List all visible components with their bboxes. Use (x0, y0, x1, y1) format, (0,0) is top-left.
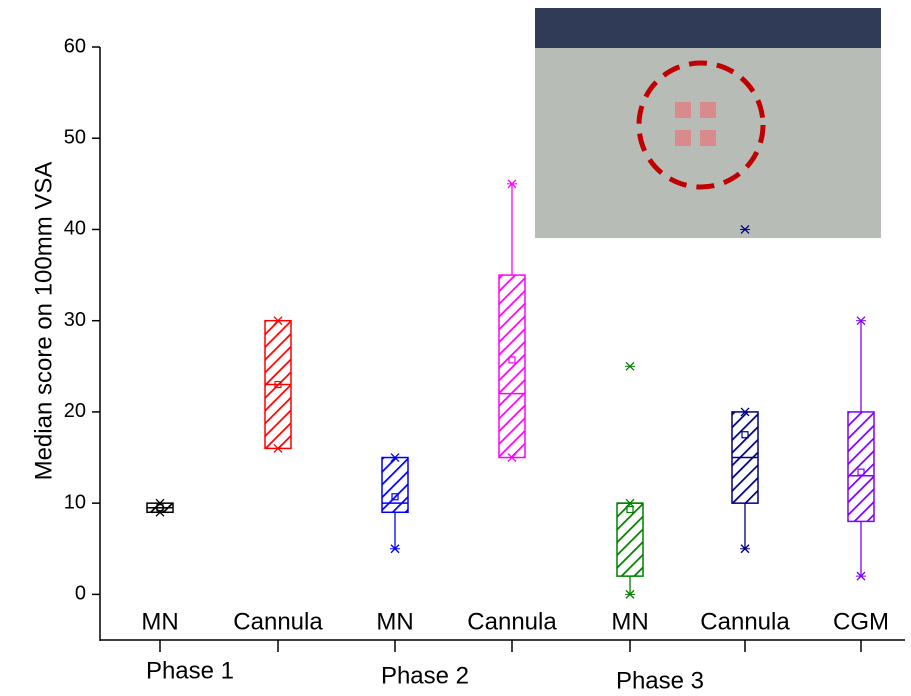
photo-sleeve (535, 8, 881, 48)
group-label: Phase 1 (146, 657, 234, 684)
group-label: Phase 2 (381, 662, 469, 689)
category-label: CGM (833, 608, 889, 635)
box (499, 275, 525, 457)
box (617, 503, 643, 576)
group-label: Phase 3 (616, 667, 704, 694)
end-marker (625, 362, 635, 370)
chart: Median score on 100mm VSA 0 10 20 30 40 50 60 M… (0, 0, 911, 696)
y-tick-label: 10 (64, 491, 86, 513)
category-label: MN (611, 608, 648, 635)
category-label: Cannula (233, 608, 323, 635)
inset-photo (535, 8, 881, 238)
y-tick-label: 50 (64, 127, 86, 149)
category-label: Cannula (700, 608, 790, 635)
y-tick-label: 40 (64, 218, 86, 240)
category-label: MN (141, 608, 178, 635)
box (848, 412, 874, 521)
y-tick-label: 20 (64, 400, 86, 422)
y-tick-label: 30 (64, 309, 86, 331)
category-label: Cannula (467, 608, 557, 635)
y-tick-label: 0 (75, 583, 86, 605)
y-axis-title: Median score on 100mm VSA (30, 162, 57, 481)
box (382, 458, 408, 513)
y-tick-label: 60 (64, 35, 86, 57)
category-label: MN (376, 608, 413, 635)
